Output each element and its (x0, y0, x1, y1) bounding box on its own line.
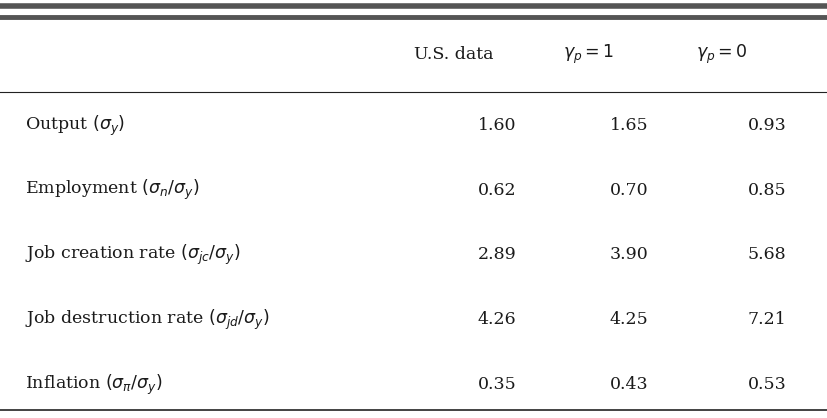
Text: 0.85: 0.85 (747, 182, 786, 199)
Text: 0.93: 0.93 (747, 117, 786, 134)
Text: Inflation $(\sigma_{\pi}/\sigma_y)$: Inflation $(\sigma_{\pi}/\sigma_y)$ (25, 372, 162, 397)
Text: 0.35: 0.35 (477, 376, 515, 393)
Text: $\gamma_p = 1$: $\gamma_p = 1$ (562, 43, 614, 66)
Text: 0.62: 0.62 (477, 182, 515, 199)
Text: 3.90: 3.90 (609, 247, 648, 263)
Text: U.S. data: U.S. data (414, 46, 493, 63)
Text: 1.60: 1.60 (477, 117, 515, 134)
Text: Job creation rate $(\sigma_{jc}/\sigma_y)$: Job creation rate $(\sigma_{jc}/\sigma_y… (25, 243, 240, 267)
Text: Job destruction rate $(\sigma_{jd}/\sigma_y)$: Job destruction rate $(\sigma_{jd}/\sigm… (25, 308, 269, 332)
Text: 2.89: 2.89 (477, 247, 515, 263)
Text: Output $(\sigma_y)$: Output $(\sigma_y)$ (25, 113, 125, 138)
Text: 5.68: 5.68 (747, 247, 786, 263)
Text: 4.25: 4.25 (609, 311, 648, 328)
Text: 4.26: 4.26 (477, 311, 515, 328)
Text: 0.43: 0.43 (609, 376, 648, 393)
Text: Employment $(\sigma_n/\sigma_y)$: Employment $(\sigma_n/\sigma_y)$ (25, 178, 199, 202)
Text: 1.65: 1.65 (609, 117, 648, 134)
Text: 0.70: 0.70 (609, 182, 648, 199)
Text: $\gamma_p = 0$: $\gamma_p = 0$ (695, 43, 746, 66)
Text: 7.21: 7.21 (747, 311, 786, 328)
Text: 0.53: 0.53 (747, 376, 786, 393)
